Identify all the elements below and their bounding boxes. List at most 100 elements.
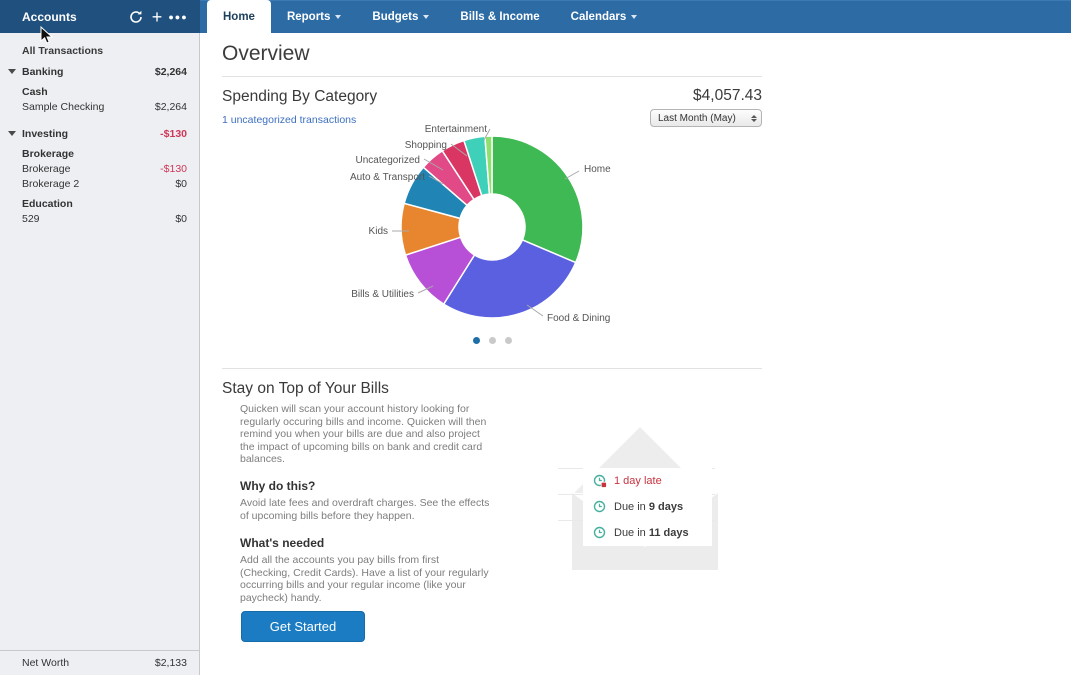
- bills-intro-text: Quicken will scan your account history l…: [240, 403, 487, 465]
- accounts-sidebar: Accounts + ●●● All Transactions Banking $2…: [0, 0, 200, 675]
- slice-label-auto-transport: Auto & Transport: [350, 172, 425, 183]
- reminder-text: Due in 9 days: [614, 501, 684, 513]
- spending-donut-chart: Home Food & Dining Bills & Utilities Kids Au…: [330, 115, 790, 350]
- tab-label: Budgets: [372, 10, 419, 23]
- account-label: Investing: [22, 127, 69, 140]
- slice-label-shopping: Shopping: [405, 140, 447, 151]
- account-balance: -$130: [160, 127, 187, 140]
- needed-heading: What's needed: [240, 536, 325, 550]
- tab-calendars[interactable]: Calendars: [560, 0, 649, 33]
- bill-reminder-1: 1 day late: [593, 468, 717, 494]
- carousel-dot-2[interactable]: [488, 337, 496, 344]
- why-text: Avoid late fees and overdraft charges. S…: [240, 497, 490, 522]
- spending-by-category-heading: Spending By Category: [222, 88, 378, 105]
- account-group-investing[interactable]: Investing -$130: [0, 126, 199, 141]
- bills-section-heading: Stay on Top of Your Bills: [222, 380, 389, 397]
- bill-reminder-3: Due in 11 days: [593, 520, 717, 546]
- carousel-dot-1[interactable]: [472, 337, 480, 344]
- uncategorized-transactions-link[interactable]: 1 uncategorized transactions: [222, 114, 357, 126]
- clock-icon: [593, 500, 606, 513]
- get-started-button[interactable]: Get Started: [241, 611, 365, 642]
- net-worth-label: Net Worth: [22, 657, 70, 669]
- sidebar-item-brokerage-2[interactable]: Brokerage 2 $0: [0, 176, 199, 191]
- select-arrows-icon: [751, 114, 757, 122]
- sidebar-item-529[interactable]: 529 $0: [0, 211, 199, 226]
- pie-slice-home[interactable]: [491, 135, 584, 264]
- slice-label-food-dining: Food & Dining: [547, 313, 610, 324]
- refresh-icon[interactable]: [126, 7, 146, 27]
- tab-label: Home: [223, 10, 255, 23]
- why-heading: Why do this?: [240, 479, 316, 493]
- account-balance: $2,264: [154, 100, 187, 113]
- sidebar-item-brokerage[interactable]: Brokerage -$130: [0, 161, 199, 176]
- period-select[interactable]: Last Month (May): [650, 109, 762, 127]
- sidebar-item-all-transactions[interactable]: All Transactions: [0, 41, 199, 61]
- sidebar-item-brokerage[interactable]: Brokerage: [0, 146, 199, 161]
- account-balance: $2,264: [154, 65, 187, 78]
- label-leader-line: [450, 143, 468, 157]
- needed-text: Add all the accounts you pay bills from …: [240, 554, 489, 604]
- bills-envelope-graphic: 1 day late Due in 9 days Due in 11 days: [555, 420, 723, 575]
- account-label: Banking: [22, 65, 64, 78]
- account-label: Brokerage: [22, 147, 74, 160]
- slice-label-uncategorized: Uncategorized: [356, 155, 420, 166]
- tab-home[interactable]: Home: [207, 0, 271, 33]
- reminder-text: Due in 11 days: [614, 527, 689, 539]
- add-account-icon[interactable]: +: [151, 6, 163, 27]
- account-label: 529: [22, 212, 40, 225]
- carousel-dot-3[interactable]: [504, 337, 512, 344]
- account-label: Brokerage: [22, 162, 71, 175]
- page-title: Overview: [222, 42, 310, 65]
- reminder-text: 1 day late: [614, 475, 662, 487]
- net-worth-bar: Net Worth $2,133: [0, 650, 199, 675]
- sidebar-item-sample-checking[interactable]: Sample Checking $2,264: [0, 99, 199, 114]
- carousel-dots: [452, 337, 532, 344]
- slice-label-home: Home: [584, 164, 611, 175]
- account-balance: $0: [175, 212, 187, 225]
- slice-label-entertainment: Entertainment: [425, 124, 487, 135]
- account-balance: $0: [175, 177, 187, 190]
- label-leader-line: [428, 175, 444, 185]
- tab-reports[interactable]: Reports: [276, 0, 352, 33]
- spending-total: $4,057.43: [693, 87, 762, 104]
- net-worth-value: $2,133: [154, 657, 187, 669]
- pie-slice-food-dining[interactable]: [442, 238, 577, 319]
- tab-budgets[interactable]: Budgets: [361, 0, 440, 33]
- chevron-down-icon: [423, 14, 430, 19]
- account-list: All Transactions Banking $2,264 Cash Sample …: [0, 33, 199, 226]
- disclosure-triangle-icon[interactable]: [8, 69, 16, 74]
- chevron-down-icon: [631, 14, 638, 19]
- account-label: Cash: [22, 85, 48, 98]
- account-group-banking[interactable]: Banking $2,264: [0, 64, 199, 79]
- sidebar-item-education[interactable]: Education: [0, 196, 199, 211]
- main-content: Overview Spending By Category $4,057.43 …: [200, 33, 1071, 675]
- clock-icon: [593, 474, 607, 488]
- slice-label-bills-utilities: Bills & Utilities: [351, 289, 414, 300]
- account-label: All Transactions: [22, 45, 104, 57]
- accounts-header: Accounts + ●●●: [0, 0, 200, 33]
- label-leader-line: [526, 304, 544, 317]
- tab-label: Calendars: [570, 10, 627, 23]
- divider: [222, 368, 762, 369]
- period-select-value: Last Month (May): [658, 112, 736, 124]
- label-leader-line: [564, 170, 580, 180]
- bill-reminder-2: Due in 9 days: [593, 494, 717, 520]
- account-label: Sample Checking: [22, 100, 105, 113]
- account-label: Education: [22, 197, 73, 210]
- divider: [222, 76, 762, 77]
- mouse-cursor: [40, 26, 53, 44]
- pie-slice-blank[interactable]: [484, 135, 493, 195]
- accounts-title: Accounts: [22, 9, 77, 24]
- label-leader-line: [417, 285, 434, 294]
- tab-label: Reports: [286, 10, 331, 23]
- label-leader-line: [483, 128, 491, 141]
- disclosure-triangle-icon[interactable]: [8, 131, 16, 136]
- tab-bills-income[interactable]: Bills & Income: [449, 0, 550, 33]
- tab-label: Bills & Income: [460, 10, 540, 23]
- label-leader-line: [423, 158, 444, 171]
- chevron-down-icon: [335, 14, 342, 19]
- more-options-icon[interactable]: ●●●: [168, 11, 188, 22]
- slice-label-kids: Kids: [369, 226, 388, 237]
- sidebar-item-cash[interactable]: Cash: [0, 84, 199, 99]
- clock-icon: [593, 526, 606, 539]
